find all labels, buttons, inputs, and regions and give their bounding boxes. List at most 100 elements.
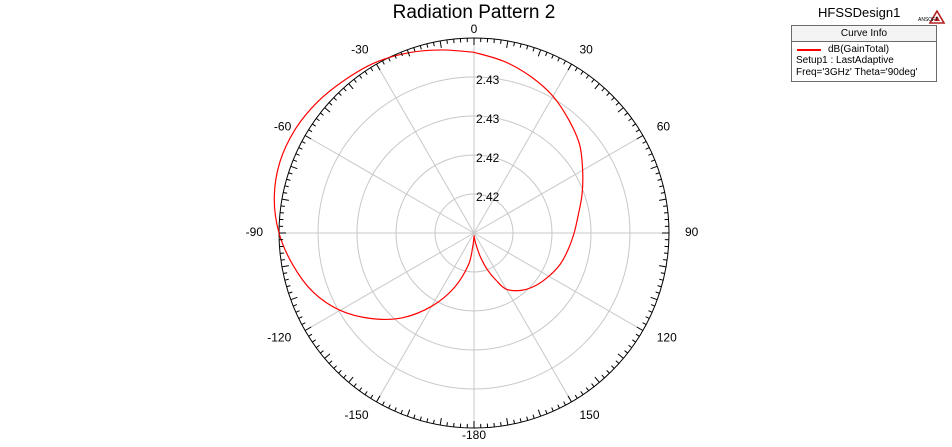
angle-tick-mark [591, 383, 595, 387]
angle-tick-label: -150 [344, 408, 368, 422]
angle-tick-mark [580, 71, 584, 75]
angle-tick-mark [594, 376, 600, 383]
ansoft-logo-icon [928, 10, 946, 24]
angle-tick-label: -120 [267, 331, 291, 345]
angle-tick-mark [500, 39, 502, 44]
angle-tick-mark [557, 404, 560, 409]
angle-tick-mark [657, 178, 662, 181]
legend-entry[interactable]: dB(GainTotal) [792, 42, 936, 55]
angle-tick-mark [635, 129, 640, 133]
angle-tick-mark [513, 42, 516, 47]
angle-tick-mark [406, 409, 411, 417]
angle-tick-mark [283, 191, 288, 194]
angle-tick-mark [594, 83, 600, 90]
angle-tick-mark [320, 112, 324, 116]
angle-tick-mark [648, 153, 653, 156]
angle-tick-mark [348, 376, 354, 383]
angle-tick-mark [580, 391, 584, 395]
angle-tick-mark [446, 39, 448, 44]
legend-setup: Setup1 : LastAdaptive [796, 55, 894, 66]
angle-tick-mark [308, 333, 313, 337]
angle-tick-mark [650, 165, 658, 170]
legend-params: Freq='3GHz' Theta='90deg' [796, 67, 918, 78]
angle-tick-mark [659, 185, 664, 188]
polar-grid [278, 37, 670, 429]
design-name: HFSSDesign1 [818, 5, 901, 20]
angle-tick-mark [284, 278, 289, 281]
angle-tick-mark [293, 304, 298, 307]
angle-tick-mark [298, 147, 303, 150]
angle-tick-mark [426, 43, 429, 48]
grid-spoke [376, 63, 475, 234]
angle-tick-mark [660, 191, 665, 194]
angle-tick-mark [328, 360, 333, 364]
angle-tick-mark [286, 178, 291, 181]
angle-tick-mark [324, 353, 331, 359]
angle-tick-mark [574, 394, 578, 399]
angle-tick-mark [615, 102, 620, 106]
angle-tick-mark [506, 418, 509, 426]
angle-tick-mark [370, 394, 374, 399]
angle-tick-mark [526, 45, 529, 50]
angle-tick-mark [645, 316, 650, 319]
angle-tick-mark [557, 57, 560, 62]
angle-tick-mark [446, 422, 448, 427]
angle-tick-mark [551, 54, 554, 59]
angle-tick-mark [382, 60, 385, 65]
angle-tick-mark [320, 350, 324, 354]
angle-tick-mark [388, 404, 391, 409]
angle-tick-mark [376, 63, 381, 71]
angle-tick-mark [338, 92, 342, 96]
angle-tick-mark [650, 304, 655, 307]
angle-tick-mark [574, 67, 578, 72]
angle-tick-mark [370, 67, 374, 72]
angle-tick-mark [281, 265, 289, 268]
angle-tick-mark [519, 418, 522, 423]
angle-tick-mark [413, 47, 416, 52]
angle-tick-mark [413, 414, 416, 419]
angle-tick-mark [642, 322, 647, 325]
angle-tick-mark [532, 414, 535, 419]
angle-tick-mark [537, 409, 542, 417]
angle-tick-mark [532, 47, 535, 52]
angle-tick-mark [615, 360, 620, 364]
angle-tick-mark [298, 316, 303, 319]
angle-tick-mark [376, 395, 381, 403]
angle-tick-mark [358, 387, 363, 392]
angle-tick-mark [624, 112, 628, 116]
angle-tick-mark [432, 419, 435, 424]
grid-spoke [473, 232, 644, 331]
angle-tick-label: -90 [246, 225, 264, 239]
angle-tick-mark [650, 159, 655, 162]
angle-tick-mark [537, 49, 542, 57]
angle-tick-mark [659, 265, 667, 268]
angle-tick-mark [432, 42, 435, 47]
angle-tick-mark [364, 71, 368, 75]
angle-tick-mark [328, 102, 333, 106]
angle-tick-mark [315, 344, 320, 349]
angle-tick-mark [624, 350, 628, 354]
angle-tick-mark [364, 391, 368, 395]
radial-tick-label: 2.42 [476, 190, 500, 204]
angle-tick-mark [506, 40, 509, 48]
angle-tick-mark [635, 333, 640, 337]
angle-tick-mark [601, 87, 605, 92]
angle-tick-mark [358, 74, 363, 79]
angle-tick-mark [645, 147, 650, 150]
angle-tick-mark [301, 141, 306, 144]
series-layer [273, 49, 584, 321]
angle-tick-mark [295, 153, 300, 156]
curve-info-legend[interactable]: Curve Info dB(GainTotal) Setup1 : LastAd… [791, 25, 937, 82]
angle-tick-mark [301, 322, 306, 325]
angle-tick-mark [281, 198, 289, 201]
grid-spoke [473, 63, 572, 234]
angle-tick-mark [295, 310, 300, 313]
angle-tick-label: 60 [657, 120, 671, 134]
angle-tick-mark [606, 92, 610, 96]
angle-tick-label: -60 [274, 120, 292, 134]
angle-tick-mark [394, 54, 397, 59]
angle-tick-mark [304, 135, 312, 140]
grid-spoke [304, 135, 475, 234]
angle-tick-mark [663, 205, 668, 207]
angle-tick-mark [293, 159, 298, 162]
